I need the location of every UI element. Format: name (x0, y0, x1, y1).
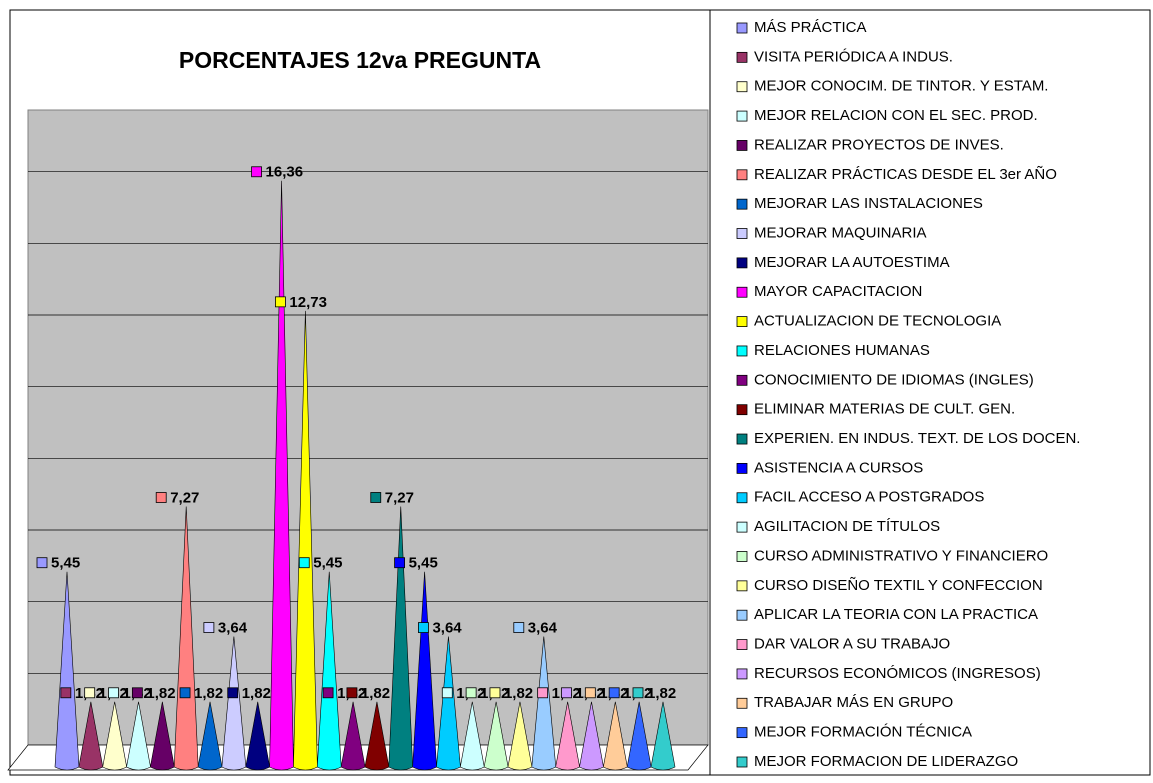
label-key (370, 492, 382, 503)
legend-label: MEJORAR MAQUINARIA (754, 224, 927, 241)
label-key (203, 622, 215, 633)
label-key (394, 557, 406, 569)
legend-label: ELIMINAR MATERIAS DE CULT. GEN. (754, 401, 1015, 418)
label-key (584, 687, 596, 699)
legend-key (736, 668, 748, 680)
legend-key (736, 345, 748, 357)
data-label: 3,64 (432, 620, 462, 637)
data-label: 1,82 (194, 685, 223, 702)
data-label: 1,82 (146, 685, 175, 702)
label-key (561, 687, 572, 699)
legend-key (736, 551, 748, 562)
legend-label: CURSO ADMINISTRATIVO Y FINANCIERO (754, 547, 1048, 564)
legend-key (736, 697, 748, 709)
legend-key (736, 492, 748, 504)
legend-label: MEJOR CONOCIM. DE TINTOR. Y ESTAM. (754, 78, 1048, 95)
legend-label: MEJORAR LA AUTOESTIMA (754, 254, 950, 271)
legend-key (736, 580, 748, 592)
legend-label: CURSO DISEÑO TEXTIL Y CONFECCION (754, 577, 1043, 594)
legend-key (736, 521, 748, 533)
legend-key (736, 433, 748, 445)
data-label: 16,36 (266, 164, 304, 181)
label-key (227, 687, 239, 699)
legend-label: VISITA PERIÓDICA A INDUS. (754, 48, 953, 65)
legend-key (736, 609, 748, 621)
legend-label: FACIL ACCESO A POSTGRADOS (754, 489, 984, 506)
legend-key (736, 22, 748, 34)
legend-label: MEJOR FORMACION DE LIDERAZGO (754, 753, 1018, 770)
label-key (537, 687, 549, 699)
label-key (513, 622, 525, 633)
back-wall (27, 109, 709, 746)
legend-key (736, 286, 748, 298)
legend-key (736, 374, 748, 386)
label-key (131, 687, 143, 699)
label-key (608, 687, 620, 699)
label-key (632, 687, 644, 699)
data-label: 5,45 (409, 555, 438, 572)
legend-label: REALIZAR PROYECTOS DE INVES. (754, 136, 1004, 153)
label-key (346, 687, 358, 699)
data-label: 1,82 (647, 685, 676, 702)
legend-key (736, 756, 748, 768)
legend-key (736, 169, 748, 181)
label-key (108, 687, 119, 699)
legend-label: MEJOR FORMACIÓN TÉCNICA (754, 724, 972, 741)
legend-label: MÁS PRÁCTICA (754, 19, 867, 36)
legend-key (736, 140, 748, 151)
data-label: 3,64 (218, 620, 248, 637)
legend-label: AGILITACION DE TÍTULOS (754, 518, 940, 535)
label-key (418, 622, 429, 633)
data-label: 3,64 (528, 620, 558, 637)
legend-key (736, 639, 748, 650)
cone (650, 701, 676, 771)
legend-key (736, 110, 748, 122)
legend-label: TRABAJAR MÁS EN GRUPO (754, 694, 953, 711)
legend-label: MAYOR CAPACITACION (754, 283, 922, 300)
label-key (155, 492, 167, 503)
legend-key (736, 51, 748, 63)
label-key (322, 687, 334, 699)
data-label: 7,27 (170, 489, 199, 506)
label-key (274, 296, 286, 308)
data-label: 12,73 (289, 294, 327, 311)
label-key (84, 687, 96, 699)
legend-label: RECURSOS ECONÓMICOS (INGRESOS) (754, 665, 1041, 682)
label-key (298, 557, 310, 569)
label-key (441, 687, 453, 699)
legend-label: MEJORAR LAS INSTALACIONES (754, 195, 983, 212)
label-key (179, 687, 191, 699)
data-label: 5,45 (51, 555, 80, 572)
data-label: 5,45 (313, 555, 342, 572)
legend-label: CONOCIMIENTO DE IDIOMAS (INGLES) (754, 371, 1034, 388)
legend-key (736, 727, 748, 739)
legend-key (736, 257, 748, 269)
data-label: 1,82 (361, 685, 390, 702)
data-label: 7,27 (385, 489, 414, 506)
chart-title: PORCENTAJES 12va PREGUNTA (179, 47, 541, 73)
legend-label: RELACIONES HUMANAS (754, 342, 930, 359)
legend-label: APLICAR LA TEORIA CON LA PRACTICA (754, 606, 1038, 623)
legend-key (736, 198, 748, 210)
label-key (36, 557, 48, 569)
legend-key (736, 462, 748, 474)
legend-label: ACTUALIZACION DE TECNOLOGIA (754, 313, 1001, 330)
label-key (251, 166, 262, 178)
legend-key (736, 81, 748, 93)
legend-label: EXPERIEN. EN INDUS. TEXT. DE LOS DOCEN. (754, 430, 1080, 447)
label-key (60, 687, 72, 699)
label-key (465, 687, 477, 699)
legend-key (736, 228, 748, 239)
legend-key (736, 316, 748, 328)
legend-key (736, 404, 748, 416)
label-key (489, 687, 501, 699)
legend-label: MEJOR RELACION CON EL SEC. PROD. (754, 107, 1038, 124)
legend-label: DAR VALOR A SU TRABAJO (754, 636, 950, 653)
legend-label: ASISTENCIA A CURSOS (754, 459, 923, 476)
data-label: 1,82 (242, 685, 271, 702)
legend-label: REALIZAR PRÁCTICAS DESDE EL 3er AÑO (754, 166, 1057, 183)
data-label: 1,82 (504, 685, 533, 702)
